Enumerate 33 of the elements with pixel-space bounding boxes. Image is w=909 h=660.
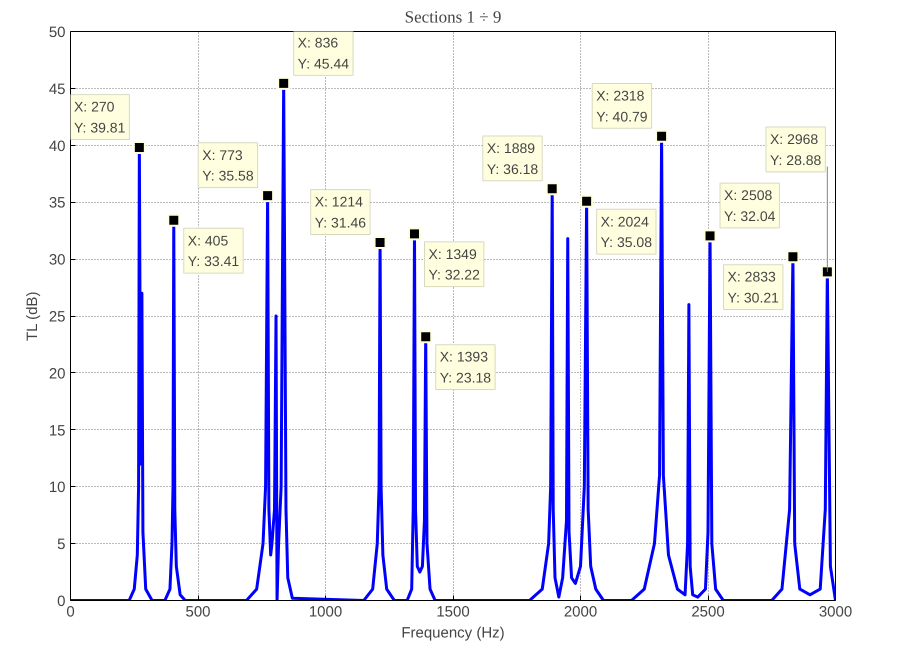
y-tick-label: 15 (48, 422, 66, 440)
y-tick-label: 30 (48, 252, 66, 269)
y-tick-label: 5 (57, 536, 66, 554)
annotation: X: 773 Y: 35.58 (202, 146, 254, 184)
x-tick-label: 1500 (436, 604, 470, 620)
annotation: X: 836 Y: 45.44 (298, 34, 350, 72)
y-tick-label: 35 (48, 194, 66, 212)
annotation: X: 1889 Y: 36.18 (486, 140, 538, 177)
y-tick-label: 50 (48, 24, 66, 41)
annotation: X: 2318 Y: 40.79 (596, 88, 648, 124)
y-axis-title: TL (dB) (24, 292, 41, 342)
x-tick-label: 3000 (818, 604, 852, 620)
x-axis-title: Frequency (Hz) (401, 624, 505, 642)
annotation: X: 2833 Y: 30.21 (728, 268, 780, 306)
chart-title: Sections 1 ÷ 9 (404, 8, 502, 26)
annotation: X: 2968 Y: 28.88 (770, 131, 822, 168)
y-tick-label: 40 (48, 138, 66, 155)
y-tick-label: 25 (48, 308, 66, 326)
y-tick-label: 45 (48, 80, 66, 98)
annotation: X: 1349 Y: 32.22 (428, 246, 480, 283)
annotation: X: 2508 Y: 32.04 (724, 187, 776, 224)
annotation: X: 270 Y: 39.81 (74, 98, 126, 136)
x-tick-label: 500 (185, 604, 211, 620)
x-tick-label: 2500 (691, 604, 725, 620)
y-tick-label: 0 (57, 593, 66, 610)
annotation: X: 405 Y: 33.41 (188, 232, 240, 270)
y-tick-label: 20 (48, 365, 66, 382)
y-tick-label: 10 (48, 479, 66, 496)
x-tick-label: 2000 (564, 604, 598, 620)
x-tick-label: 1000 (308, 604, 342, 620)
annotation: X: 1214 Y: 31.46 (314, 194, 366, 230)
annotation: X: 1393 Y: 23.18 (440, 348, 492, 386)
annotation: X: 2024 Y: 35.08 (600, 213, 652, 250)
